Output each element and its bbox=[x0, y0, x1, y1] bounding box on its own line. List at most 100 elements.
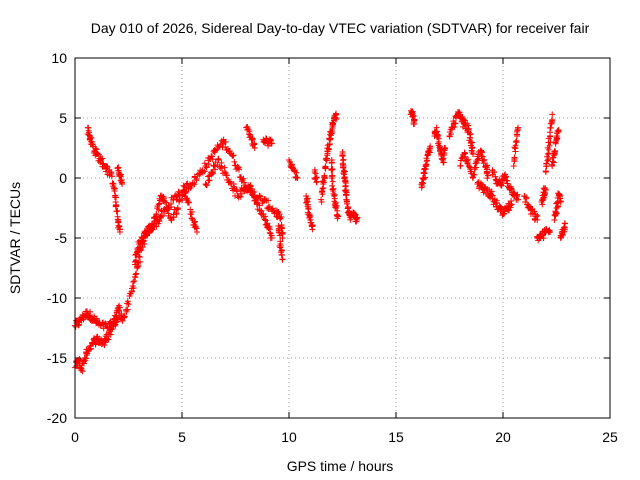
plot-frame bbox=[74, 57, 611, 419]
data-point bbox=[469, 145, 476, 152]
data-point bbox=[278, 214, 285, 221]
data-point bbox=[108, 173, 115, 180]
data-point bbox=[87, 308, 94, 315]
data-point bbox=[110, 323, 117, 330]
data-point bbox=[254, 199, 261, 206]
data-points bbox=[72, 107, 569, 375]
data-point bbox=[474, 156, 481, 163]
data-point bbox=[544, 151, 551, 157]
data-point bbox=[222, 138, 229, 145]
data-point bbox=[114, 164, 121, 171]
data-point bbox=[561, 220, 568, 227]
data-point bbox=[265, 224, 272, 231]
chart-title: Day 010 of 2026, Sidereal Day-to-day VTE… bbox=[91, 20, 590, 36]
data-point bbox=[557, 198, 564, 205]
data-point bbox=[531, 208, 538, 215]
data-point bbox=[264, 205, 271, 212]
data-point bbox=[332, 202, 339, 209]
data-point bbox=[554, 135, 561, 142]
data-point bbox=[103, 321, 110, 328]
data-point bbox=[320, 184, 327, 191]
data-point bbox=[342, 177, 349, 184]
data-point bbox=[191, 181, 198, 188]
data-point bbox=[219, 165, 226, 172]
data-point bbox=[313, 174, 320, 181]
data-point bbox=[329, 186, 336, 193]
data-point bbox=[513, 128, 520, 135]
x-axis-label: GPS time / hours bbox=[287, 458, 394, 474]
data-point bbox=[132, 261, 139, 268]
data-point bbox=[125, 301, 132, 308]
data-point bbox=[439, 156, 446, 163]
data-point bbox=[104, 335, 111, 342]
data-point bbox=[328, 167, 335, 174]
data-point bbox=[212, 166, 219, 173]
data-point bbox=[481, 156, 488, 163]
data-point bbox=[238, 190, 245, 197]
data-point bbox=[292, 174, 299, 181]
data-point bbox=[93, 146, 100, 153]
data-point bbox=[124, 298, 131, 305]
data-point bbox=[100, 325, 107, 332]
data-point bbox=[550, 154, 557, 161]
data-point bbox=[318, 198, 325, 205]
data-point bbox=[153, 212, 160, 219]
data-point bbox=[512, 142, 519, 149]
data-point bbox=[549, 111, 556, 118]
data-point bbox=[410, 120, 417, 127]
data-point bbox=[132, 257, 139, 264]
data-point bbox=[514, 191, 521, 198]
data-point bbox=[117, 173, 124, 180]
data-point bbox=[554, 199, 561, 206]
data-point bbox=[471, 171, 478, 178]
data-point bbox=[79, 368, 86, 375]
data-point bbox=[486, 186, 493, 193]
data-point bbox=[511, 155, 518, 162]
data-point bbox=[220, 140, 227, 147]
data-point bbox=[551, 147, 558, 154]
data-point bbox=[131, 278, 138, 285]
data-point bbox=[231, 158, 238, 165]
data-point bbox=[262, 196, 269, 203]
data-point bbox=[104, 164, 111, 171]
data-point bbox=[555, 128, 562, 135]
data-point bbox=[470, 150, 477, 157]
data-point bbox=[135, 247, 142, 254]
data-point bbox=[209, 170, 216, 177]
data-point bbox=[543, 153, 550, 160]
data-point bbox=[547, 124, 554, 131]
data-point bbox=[85, 124, 92, 131]
data-point bbox=[150, 222, 157, 229]
data-point bbox=[236, 166, 243, 173]
data-point bbox=[227, 179, 234, 186]
data-point bbox=[89, 340, 96, 347]
x-tick-label: 25 bbox=[602, 429, 618, 445]
data-point bbox=[130, 284, 137, 291]
data-point bbox=[546, 142, 553, 149]
data-point bbox=[203, 182, 210, 189]
data-point bbox=[83, 308, 90, 315]
data-point bbox=[103, 163, 110, 170]
data-point bbox=[116, 226, 123, 233]
data-point bbox=[340, 164, 347, 171]
data-point bbox=[98, 156, 105, 163]
data-point bbox=[334, 215, 341, 222]
data-point bbox=[140, 237, 147, 244]
data-point bbox=[133, 270, 140, 277]
data-point bbox=[534, 212, 541, 219]
data-point bbox=[249, 136, 256, 143]
data-point bbox=[470, 171, 477, 178]
data-point bbox=[114, 213, 121, 220]
data-point bbox=[551, 217, 558, 223]
data-point bbox=[332, 112, 339, 119]
data-point bbox=[188, 215, 195, 222]
data-point bbox=[523, 194, 530, 201]
data-point bbox=[339, 153, 346, 160]
data-point bbox=[329, 172, 336, 179]
data-point bbox=[484, 175, 491, 182]
data-point bbox=[491, 168, 498, 175]
data-point bbox=[113, 203, 120, 210]
data-point bbox=[185, 199, 192, 206]
data-point bbox=[507, 202, 514, 209]
x-tick-label: 15 bbox=[388, 429, 404, 445]
